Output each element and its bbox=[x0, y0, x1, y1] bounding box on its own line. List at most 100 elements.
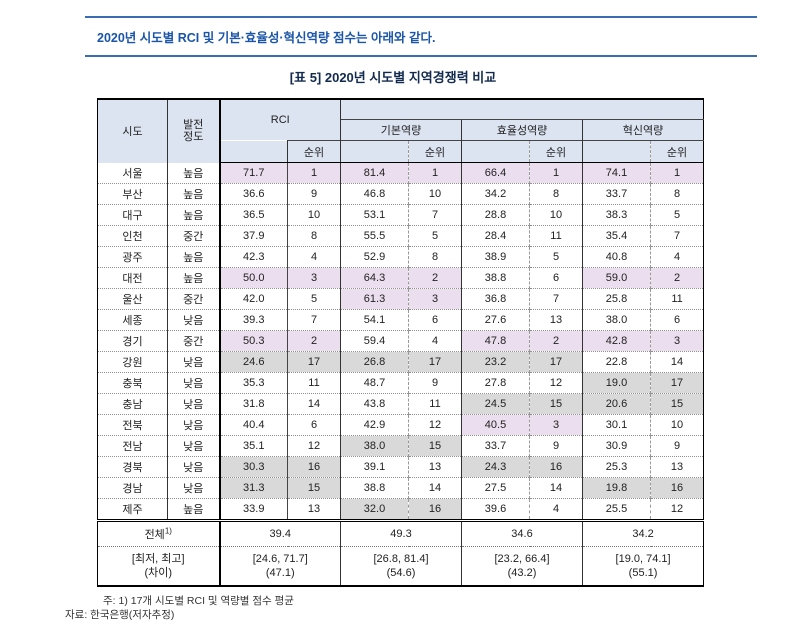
table-row: 전북 낮음 40.4 6 42.9 12 40.5 3 30.1 10 bbox=[97, 414, 704, 436]
cell-sido: 대전 bbox=[97, 267, 168, 289]
header-filler bbox=[340, 99, 704, 120]
top-blue-rule bbox=[85, 16, 757, 18]
cell-efficiency-rank: 1 bbox=[529, 162, 583, 184]
cell-efficiency-rank: 11 bbox=[529, 225, 583, 247]
cell-rci-score: 37.9 bbox=[218, 225, 288, 247]
cell-innovation-score: 30.9 bbox=[582, 435, 651, 457]
cell-efficiency-rank: 9 bbox=[529, 435, 583, 457]
cell-rci-score: 31.8 bbox=[218, 393, 288, 415]
cell-efficiency-score: 40.5 bbox=[461, 414, 530, 436]
table-row: 경북 낮음 30.3 16 39.1 13 24.3 16 25.3 13 bbox=[97, 456, 704, 478]
cell-basic-score: 55.5 bbox=[340, 225, 409, 247]
cell-innovation-score: 19.8 bbox=[582, 477, 651, 499]
cell-basic-rank: 2 bbox=[408, 267, 462, 289]
cell-basic-score: 54.1 bbox=[340, 309, 409, 331]
total-efficiency: 34.6 bbox=[461, 519, 583, 547]
cell-rci-score: 71.7 bbox=[218, 162, 288, 184]
table-row: 울산 중간 42.0 5 61.3 3 36.8 7 25.8 11 bbox=[97, 288, 704, 310]
cell-efficiency-score: 39.6 bbox=[461, 498, 530, 521]
cell-rci-rank: 15 bbox=[286, 477, 341, 499]
cell-basic-rank: 9 bbox=[408, 372, 462, 394]
cell-sido: 경북 bbox=[97, 456, 168, 478]
cell-innovation-rank: 14 bbox=[650, 351, 704, 373]
total-basic: 49.3 bbox=[340, 519, 462, 547]
cell-efficiency-score: 47.8 bbox=[461, 330, 530, 352]
cell-rci-score: 30.3 bbox=[218, 456, 288, 478]
cell-sido: 인천 bbox=[97, 225, 168, 247]
cell-basic-score: 26.8 bbox=[340, 351, 409, 373]
cell-efficiency-rank: 5 bbox=[529, 246, 583, 268]
cell-efficiency-score: 36.8 bbox=[461, 288, 530, 310]
header-rank-basic: 순위 bbox=[408, 140, 462, 163]
cell-rci-score: 40.4 bbox=[218, 414, 288, 436]
table-row: 인천 중간 37.9 8 55.5 5 28.4 11 35.4 7 bbox=[97, 225, 704, 247]
cell-efficiency-score: 28.4 bbox=[461, 225, 530, 247]
cell-rci-rank: 16 bbox=[286, 456, 341, 478]
cell-innovation-score: 22.8 bbox=[582, 351, 651, 373]
cell-innovation-score: 38.3 bbox=[582, 204, 651, 226]
cell-rci-rank: 17 bbox=[286, 351, 341, 373]
cell-efficiency-score: 38.8 bbox=[461, 267, 530, 289]
cell-sido: 대구 bbox=[97, 204, 168, 226]
table-notes: 주: 1) 17개 시도별 RCI 및 역량별 점수 평균 자료: 한국은행(저… bbox=[65, 594, 757, 622]
cell-basic-score: 64.3 bbox=[340, 267, 409, 289]
range-innovation: [19.0, 74.1] (55.1) bbox=[582, 546, 704, 586]
footnote: 주: 1) 17개 시도별 RCI 및 역량별 점수 평균 bbox=[103, 595, 294, 607]
header-sido: 시도 bbox=[97, 99, 168, 163]
cell-rci-rank: 6 bbox=[286, 414, 341, 436]
cell-basic-rank: 17 bbox=[408, 351, 462, 373]
cell-basic-score: 32.0 bbox=[340, 498, 409, 521]
cell-basic-score: 61.3 bbox=[340, 288, 409, 310]
header-spacer bbox=[219, 140, 288, 163]
cell-development: 중간 bbox=[167, 288, 220, 310]
header-spacer bbox=[582, 140, 651, 163]
cell-sido: 세종 bbox=[97, 309, 168, 331]
cell-sido: 충남 bbox=[97, 393, 168, 415]
cell-basic-score: 38.0 bbox=[340, 435, 409, 457]
cell-efficiency-rank: 6 bbox=[529, 267, 583, 289]
cell-rci-score: 42.3 bbox=[218, 246, 288, 268]
cell-efficiency-rank: 7 bbox=[529, 288, 583, 310]
cell-efficiency-rank: 16 bbox=[529, 456, 583, 478]
cell-development: 높음 bbox=[167, 498, 220, 521]
cell-basic-score: 39.1 bbox=[340, 456, 409, 478]
cell-sido: 부산 bbox=[97, 183, 168, 205]
cell-basic-rank: 16 bbox=[408, 498, 462, 521]
cell-rci-score: 35.3 bbox=[218, 372, 288, 394]
cell-development: 낮음 bbox=[167, 351, 220, 373]
cell-innovation-rank: 12 bbox=[650, 498, 704, 521]
cell-innovation-rank: 4 bbox=[650, 246, 704, 268]
cell-basic-rank: 12 bbox=[408, 414, 462, 436]
table-row: 충남 낮음 31.8 14 43.8 11 24.5 15 20.6 15 bbox=[97, 393, 704, 415]
cell-rci-rank: 14 bbox=[286, 393, 341, 415]
total-label: 전체1) bbox=[97, 519, 221, 547]
table-footer: 전체1) 39.4 49.3 34.6 34.2 [최저, 최고] (차이) [2… bbox=[97, 519, 704, 586]
cell-development: 높음 bbox=[167, 246, 220, 268]
header-efficiency: 효율성역량 bbox=[461, 119, 583, 141]
cell-basic-score: 52.9 bbox=[340, 246, 409, 268]
cell-rci-score: 42.0 bbox=[218, 288, 288, 310]
cell-basic-rank: 10 bbox=[408, 183, 462, 205]
table-row: 부산 높음 36.6 9 46.8 10 34.2 8 33.7 8 bbox=[97, 183, 704, 205]
table-row: 대전 높음 50.0 3 64.3 2 38.8 6 59.0 2 bbox=[97, 267, 704, 289]
cell-sido: 강원 bbox=[97, 351, 168, 373]
cell-basic-rank: 6 bbox=[408, 309, 462, 331]
cell-development: 높음 bbox=[167, 183, 220, 205]
cell-rci-rank: 11 bbox=[286, 372, 341, 394]
cell-rci-score: 35.1 bbox=[218, 435, 288, 457]
range-efficiency: [23.2, 66.4] (43.2) bbox=[461, 546, 583, 586]
cell-sido: 서울 bbox=[122, 167, 143, 180]
cell-innovation-score: 25.5 bbox=[582, 498, 651, 521]
header-basic: 기본역량 bbox=[340, 119, 462, 141]
total-row: 전체1) 39.4 49.3 34.6 34.2 bbox=[97, 519, 704, 547]
cell-innovation-rank: 17 bbox=[650, 372, 704, 394]
cell-basic-score: 53.1 bbox=[340, 204, 409, 226]
header-development: 발전 정도 bbox=[167, 99, 221, 163]
cell-rci-rank: 2 bbox=[286, 330, 341, 352]
cell-innovation-rank: 7 bbox=[650, 225, 704, 247]
cell-basic-score: 43.8 bbox=[340, 393, 409, 415]
table-row: 제주 높음 33.9 13 32.0 16 39.6 4 25.5 12 bbox=[97, 498, 704, 521]
cell-rci-rank: 12 bbox=[286, 435, 341, 457]
cell-development: 낮음 bbox=[167, 393, 220, 415]
regional-competitiveness-table: 시도 발전 정도 RCI 기본역량 효율성역량 혁신역량 순위 순위 순위 bbox=[97, 98, 705, 587]
